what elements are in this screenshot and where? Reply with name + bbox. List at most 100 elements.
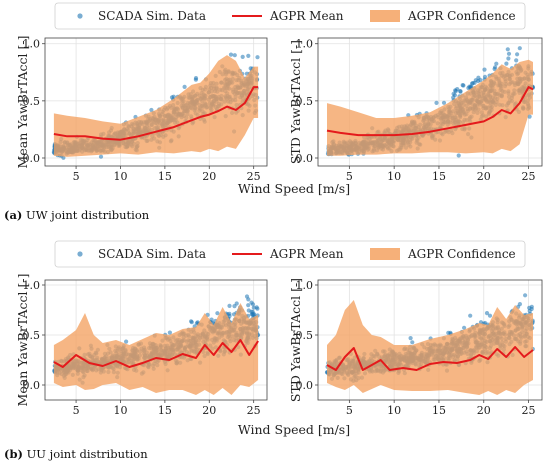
legend-confidence-label: AGPR Confidence bbox=[407, 247, 516, 261]
x-tick-label: 20 bbox=[477, 404, 491, 417]
scatter-point bbox=[410, 340, 415, 345]
y-axis-label: Mean YawBrTAccl [-] bbox=[15, 274, 30, 407]
scatter-point bbox=[434, 100, 439, 105]
scatter-point bbox=[167, 330, 172, 335]
scatter-point bbox=[232, 53, 237, 58]
confidence-band bbox=[327, 59, 533, 156]
y-axis-label: STD YawBrTAccl [-] bbox=[288, 40, 303, 164]
x-tick-label: 5 bbox=[346, 404, 353, 417]
legend-mean-label: AGPR Mean bbox=[269, 9, 344, 23]
legend-scatter-marker bbox=[77, 13, 83, 19]
scatter-point bbox=[408, 336, 413, 341]
plot-area bbox=[325, 46, 536, 158]
x-tick-label: 15 bbox=[158, 404, 172, 417]
confidence-band bbox=[53, 303, 259, 395]
caption-b-text: UU joint distribution bbox=[26, 447, 148, 461]
y-tick-label: 0.0 bbox=[296, 379, 314, 392]
scatter-point bbox=[527, 114, 532, 119]
x-tick-label: 5 bbox=[73, 170, 80, 183]
scatter-point bbox=[215, 311, 220, 316]
scatter-point bbox=[484, 311, 490, 316]
mean-line bbox=[326, 86, 534, 137]
x-tick-label: 10 bbox=[387, 404, 401, 417]
x-tick-label: 15 bbox=[158, 170, 172, 183]
legend-confidence-label: AGPR Confidence bbox=[407, 9, 516, 23]
plot-area bbox=[324, 293, 535, 395]
scatter-point bbox=[506, 56, 511, 61]
scatter-point bbox=[455, 87, 460, 92]
x-tick-label: 25 bbox=[522, 404, 536, 417]
y-tick-label: 0.0 bbox=[296, 152, 314, 165]
y-tick-label: 1.0 bbox=[296, 279, 314, 292]
axes-frame bbox=[317, 279, 543, 401]
caption-a: (a) UW joint distribution bbox=[4, 208, 149, 222]
legend-confidence-swatch bbox=[370, 10, 400, 22]
scatter-point bbox=[250, 309, 255, 314]
scatter-point bbox=[246, 297, 251, 302]
legend-bottom: SCADA Sim. Data AGPR Mean AGPR Confidence bbox=[54, 240, 526, 268]
scatter-point bbox=[515, 52, 520, 57]
x-tick-label: 25 bbox=[247, 404, 261, 417]
legend-scatter-marker bbox=[77, 251, 83, 257]
scatter-point bbox=[98, 154, 104, 159]
scatter-point bbox=[494, 61, 499, 66]
x-axis-label-top: Wind Speed [m/s] bbox=[238, 181, 350, 196]
axes-frame bbox=[44, 37, 268, 167]
legend-scatter-label: SCADA Sim. Data bbox=[98, 247, 206, 261]
scatter-point bbox=[470, 81, 475, 86]
legend-frame bbox=[54, 2, 526, 30]
y-tick-label: 1.0 bbox=[23, 279, 41, 292]
x-tick-label: 10 bbox=[387, 170, 401, 183]
scatter-point bbox=[527, 305, 532, 310]
legend-confidence-swatch bbox=[370, 248, 400, 260]
x-tick-label: 20 bbox=[202, 170, 216, 183]
y-tick-label: 1.0 bbox=[296, 38, 314, 51]
scatter-point bbox=[487, 313, 493, 318]
scatter-point bbox=[527, 308, 532, 314]
scatter-point bbox=[189, 319, 194, 324]
confidence-band bbox=[327, 300, 533, 395]
y-tick-label: 0.0 bbox=[23, 152, 41, 165]
scatter-point bbox=[504, 61, 509, 66]
scatter-point bbox=[209, 317, 214, 322]
plot-area bbox=[51, 52, 260, 160]
legend-mean-label: AGPR Mean bbox=[269, 247, 344, 261]
caption-b: (b) UU joint distribution bbox=[4, 447, 148, 461]
scatter-point bbox=[523, 293, 528, 298]
mean-line bbox=[326, 346, 534, 371]
scatter-point bbox=[446, 330, 451, 335]
x-tick-label: 15 bbox=[432, 404, 446, 417]
scatter-point bbox=[478, 78, 483, 83]
x-tick-label: 5 bbox=[73, 404, 80, 417]
scatter-point bbox=[227, 303, 232, 308]
scatter-point bbox=[482, 67, 487, 72]
scatter-point bbox=[246, 303, 251, 308]
y-tick-label: 0.5 bbox=[296, 95, 314, 108]
plot-area bbox=[52, 294, 261, 395]
x-tick-label: 20 bbox=[477, 170, 491, 183]
caption-a-text: UW joint distribution bbox=[26, 208, 150, 222]
y-tick-label: 0.0 bbox=[23, 379, 41, 392]
mean-line bbox=[53, 339, 259, 368]
x-tick-label: 15 bbox=[432, 170, 446, 183]
mean-line bbox=[53, 86, 259, 141]
x-tick-label: 25 bbox=[247, 170, 261, 183]
scatter-point bbox=[149, 107, 154, 113]
scatter-point bbox=[505, 47, 510, 52]
y-tick-label: 0.5 bbox=[23, 95, 41, 108]
scatter-point bbox=[462, 325, 467, 330]
scatter-point bbox=[458, 89, 463, 94]
scatter-point bbox=[246, 53, 251, 59]
scatter-point bbox=[246, 308, 251, 313]
x-tick-label: 10 bbox=[113, 170, 127, 183]
legend-frame bbox=[54, 240, 526, 268]
scatter-point bbox=[456, 153, 461, 158]
scatter-point bbox=[461, 83, 466, 88]
y-axis-label: STD YawBrTAccl [-] bbox=[288, 278, 303, 402]
axes-frame bbox=[44, 279, 268, 401]
scatter-point bbox=[228, 52, 234, 57]
